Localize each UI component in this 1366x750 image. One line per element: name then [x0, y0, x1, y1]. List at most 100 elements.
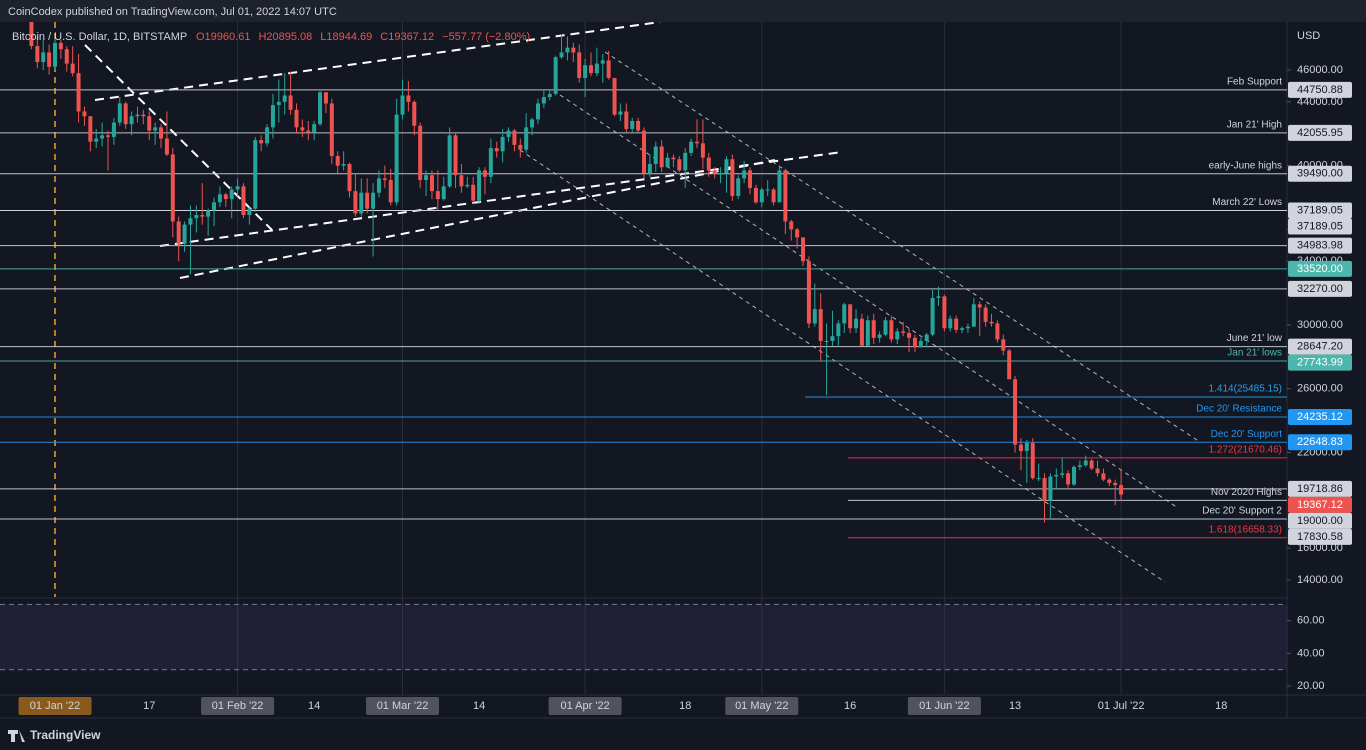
- currency: USD: [1297, 30, 1320, 42]
- candle-body: [29, 22, 34, 47]
- candle-body: [482, 170, 487, 177]
- candle-body: [453, 135, 458, 176]
- candle-body: [459, 175, 464, 187]
- y-tick-label: 26000.00: [1297, 383, 1343, 395]
- price-label: 39490.00: [1297, 168, 1343, 180]
- candle-body: [58, 42, 63, 50]
- candle-body: [1107, 479, 1112, 483]
- candle-body: [441, 186, 446, 200]
- level-note: Dec 20' Support 2: [1202, 506, 1282, 517]
- candle-body: [518, 144, 523, 150]
- candle-body: [212, 202, 217, 211]
- level-note: Nov 2020 Highs: [1211, 487, 1282, 498]
- candle-body: [836, 323, 841, 337]
- footer-bar: [0, 718, 1366, 750]
- symbol: Bitcoin / U.S. Dollar, 1D, BITSTAMP: [12, 31, 187, 43]
- x-tick-label: 01 Feb '22: [212, 700, 264, 712]
- x-tick-label: 14: [473, 700, 485, 712]
- candle-body: [895, 331, 900, 340]
- candle-body: [223, 194, 228, 200]
- candle-body: [612, 77, 617, 115]
- candle-body: [382, 178, 387, 180]
- candle-body: [859, 318, 864, 346]
- candle-body: [100, 135, 105, 139]
- candle-body: [636, 120, 641, 131]
- candle-body: [329, 103, 334, 157]
- candle-body: [359, 192, 364, 214]
- price-label-bg: [1288, 165, 1352, 182]
- grid: [237, 22, 1122, 695]
- top-bar: [0, 0, 1366, 22]
- candle-body: [465, 184, 470, 187]
- y-tick-label: 44000.00: [1297, 96, 1343, 108]
- candle-body: [312, 124, 317, 133]
- candle-body: [376, 178, 381, 193]
- candle-body: [153, 127, 158, 131]
- x-tick-label: 01 Jul '22: [1098, 700, 1145, 712]
- candle-body: [247, 208, 252, 216]
- candle-body: [854, 318, 859, 329]
- candle-body: [394, 114, 399, 203]
- candle-body: [159, 127, 164, 139]
- candle-body: [624, 111, 629, 129]
- candle-body: [253, 140, 258, 209]
- candle-body: [677, 159, 682, 171]
- candle-body: [954, 318, 959, 330]
- candle-body: [506, 130, 511, 137]
- level-note: March 22' Lows: [1212, 197, 1282, 208]
- candle-body: [412, 101, 417, 126]
- level-note: Jan 21' High: [1227, 119, 1282, 130]
- candle-body: [1007, 350, 1012, 380]
- x-tick-label-bg: [907, 697, 981, 715]
- rsi-tick-label: 20.00: [1297, 680, 1325, 692]
- candle-body: [512, 130, 517, 145]
- candle-body: [306, 130, 311, 133]
- candle-body: [824, 340, 829, 342]
- candle-body: [559, 52, 564, 58]
- level-note: Feb Support: [1227, 77, 1282, 88]
- candle-body: [995, 323, 1000, 340]
- candle-body: [182, 224, 187, 244]
- price-label-bg: [1288, 280, 1352, 297]
- x-tick-label-bg: [725, 697, 799, 715]
- candle-body: [653, 146, 658, 165]
- candle-body: [217, 194, 222, 203]
- candle-body: [942, 296, 947, 329]
- level-note: Jan 21' lows: [1227, 348, 1282, 359]
- price-label: 42055.95: [1297, 127, 1343, 139]
- rsi-tick-label: 40.00: [1297, 647, 1325, 659]
- ohlc-value: H20895.08: [258, 31, 312, 43]
- candle-body: [194, 215, 199, 219]
- candle-body: [1018, 444, 1023, 451]
- channel-line: [604, 51, 1201, 443]
- candle-body: [323, 92, 328, 104]
- candle-body: [82, 111, 87, 117]
- candle-body: [748, 170, 753, 188]
- candle-body: [1071, 466, 1076, 485]
- price-label-bg: [1288, 202, 1352, 219]
- published-note: CoinCodex published on TradingView.com, …: [8, 6, 337, 18]
- brand-logo: [8, 730, 25, 742]
- price-label-bg: [1288, 81, 1352, 98]
- x-tick-label-bg: [366, 697, 440, 715]
- trendline: [94, 22, 661, 101]
- candle-body: [877, 334, 882, 338]
- candle-body: [1001, 339, 1006, 351]
- candle-body: [117, 103, 122, 123]
- price-label: 37189.05: [1297, 220, 1343, 232]
- x-tick-label: 01 Apr '22: [560, 700, 609, 712]
- price-label: 32270.00: [1297, 283, 1343, 295]
- candle-body: [365, 192, 370, 209]
- candle-body: [730, 159, 735, 196]
- x-tick-label: 01 May '22: [735, 700, 788, 712]
- candle-body: [965, 326, 970, 329]
- price-label: 37189.05: [1297, 204, 1343, 216]
- candle-body: [241, 186, 246, 216]
- candle-body: [742, 170, 747, 179]
- candle-body: [429, 175, 434, 192]
- price-label-bg: [1288, 338, 1352, 355]
- rsi-band: [0, 604, 1287, 670]
- candle-body: [583, 65, 588, 78]
- candle-body: [111, 122, 116, 137]
